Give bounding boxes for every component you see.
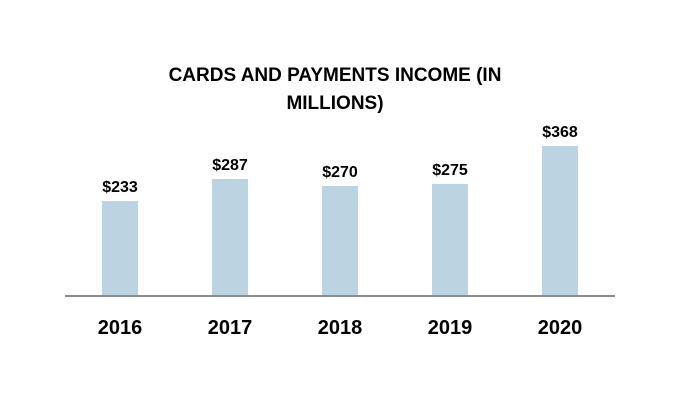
bar-2020 [542, 146, 578, 296]
bar-2019 [432, 183, 468, 296]
x-tick-label-2016: 2016 [98, 317, 143, 339]
x-tick-label-2017: 2017 [208, 317, 253, 339]
chart-title: CARDS AND PAYMENTS INCOME (IN MILLIONS) [168, 65, 502, 114]
data-label-2018: $270 [322, 164, 358, 181]
bar-2016 [102, 201, 138, 296]
data-label-2017: $287 [212, 157, 248, 174]
bar-2017 [212, 179, 248, 296]
data-label-2020: $368 [542, 124, 578, 141]
bar-2018 [322, 185, 358, 296]
x-tick-label-2019: 2019 [428, 317, 473, 339]
x-tick-label-2018: 2018 [318, 317, 363, 339]
x-tick-label-2020: 2020 [538, 317, 583, 339]
data-label-2019: $275 [432, 162, 468, 179]
data-label-2016: $233 [102, 179, 138, 196]
